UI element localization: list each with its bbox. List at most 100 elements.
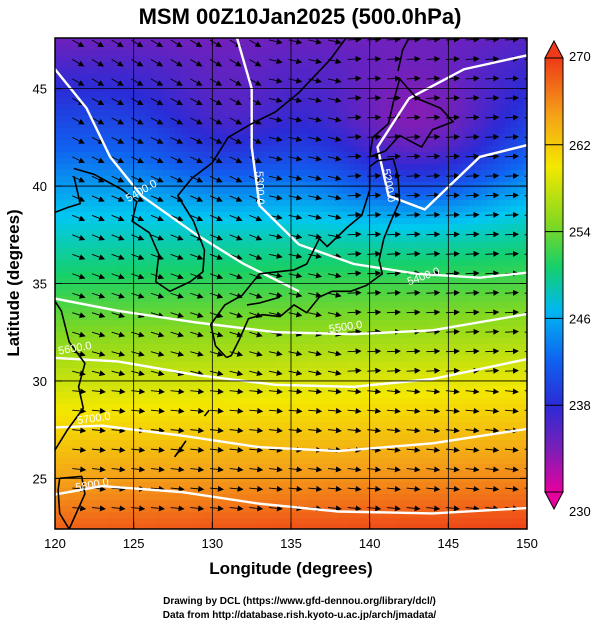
- field-cell: [199, 302, 206, 309]
- field-cell: [181, 290, 188, 297]
- field-cell: [487, 404, 494, 411]
- field-cell: [121, 146, 128, 153]
- field-cell: [487, 284, 494, 291]
- field-cell: [397, 164, 404, 171]
- field-cell: [403, 92, 410, 99]
- field-cell: [157, 326, 164, 333]
- field-cell: [499, 164, 506, 171]
- field-cell: [373, 146, 380, 153]
- field-cell: [289, 218, 296, 225]
- field-cell: [427, 338, 434, 345]
- field-cell: [223, 362, 230, 369]
- field-cell: [205, 362, 212, 369]
- field-cell: [157, 134, 164, 141]
- field-cell: [127, 308, 134, 315]
- field-cell: [199, 164, 206, 171]
- field-cell: [223, 236, 230, 243]
- field-cell: [193, 290, 200, 297]
- field-cell: [115, 404, 122, 411]
- field-cell: [313, 338, 320, 345]
- field-cell: [151, 380, 158, 387]
- field-cell: [409, 110, 416, 117]
- field-cell: [229, 392, 236, 399]
- field-cell: [223, 98, 230, 105]
- field-cell: [73, 404, 80, 411]
- field-cell: [499, 278, 506, 285]
- field-cell: [283, 182, 290, 189]
- field-cell: [211, 290, 218, 297]
- field-cell: [127, 410, 134, 417]
- field-cell: [247, 410, 254, 417]
- field-cell: [451, 200, 458, 207]
- field-cell: [373, 404, 380, 411]
- field-cell: [163, 80, 170, 87]
- field-cell: [325, 158, 332, 165]
- field-cell: [349, 146, 356, 153]
- field-cell: [217, 206, 224, 213]
- field-cell: [373, 176, 380, 183]
- field-cell: [265, 194, 272, 201]
- field-cell: [67, 368, 74, 375]
- field-cell: [391, 404, 398, 411]
- field-cell: [349, 164, 356, 171]
- field-cell: [247, 62, 254, 69]
- field-cell: [355, 80, 362, 87]
- field-cell: [439, 110, 446, 117]
- field-cell: [97, 242, 104, 249]
- field-cell: [259, 308, 266, 315]
- field-cell: [211, 224, 218, 231]
- field-cell: [319, 284, 326, 291]
- field-cell: [451, 374, 458, 381]
- field-cell: [157, 266, 164, 273]
- field-cell: [313, 344, 320, 351]
- field-cell: [109, 80, 116, 87]
- field-cell: [499, 260, 506, 267]
- field-cell: [487, 164, 494, 171]
- field-cell: [403, 80, 410, 87]
- field-cell: [205, 128, 212, 135]
- field-cell: [169, 56, 176, 63]
- field-cell: [343, 350, 350, 357]
- field-cell: [295, 68, 302, 75]
- field-cell: [79, 38, 86, 45]
- field-cell: [499, 368, 506, 375]
- field-cell: [463, 296, 470, 303]
- field-cell: [241, 248, 248, 255]
- field-cell: [79, 218, 86, 225]
- field-cell: [403, 296, 410, 303]
- field-cell: [259, 392, 266, 399]
- field-cell: [475, 290, 482, 297]
- field-cell: [271, 314, 278, 321]
- field-cell: [463, 314, 470, 321]
- field-cell: [199, 392, 206, 399]
- field-cell: [271, 152, 278, 159]
- field-cell: [97, 326, 104, 333]
- field-cell: [439, 152, 446, 159]
- field-cell: [193, 164, 200, 171]
- field-cell: [109, 170, 116, 177]
- field-cell: [133, 170, 140, 177]
- field-cell: [205, 248, 212, 255]
- field-cell: [79, 92, 86, 99]
- field-cell: [187, 338, 194, 345]
- field-cell: [457, 86, 464, 93]
- field-cell: [175, 230, 182, 237]
- field-cell: [379, 128, 386, 135]
- field-cell: [187, 368, 194, 375]
- field-cell: [325, 92, 332, 99]
- field-cell: [481, 356, 488, 363]
- field-cell: [181, 248, 188, 255]
- field-cell: [343, 194, 350, 201]
- field-cell: [157, 50, 164, 57]
- field-cell: [349, 236, 356, 243]
- field-cell: [325, 98, 332, 105]
- field-cell: [433, 356, 440, 363]
- field-cell: [289, 254, 296, 261]
- field-cell: [67, 188, 74, 195]
- field-cell: [55, 350, 62, 357]
- field-cell: [247, 236, 254, 243]
- field-cell: [409, 170, 416, 177]
- field-cell: [421, 158, 428, 165]
- field-cell: [61, 344, 68, 351]
- field-cell: [283, 188, 290, 195]
